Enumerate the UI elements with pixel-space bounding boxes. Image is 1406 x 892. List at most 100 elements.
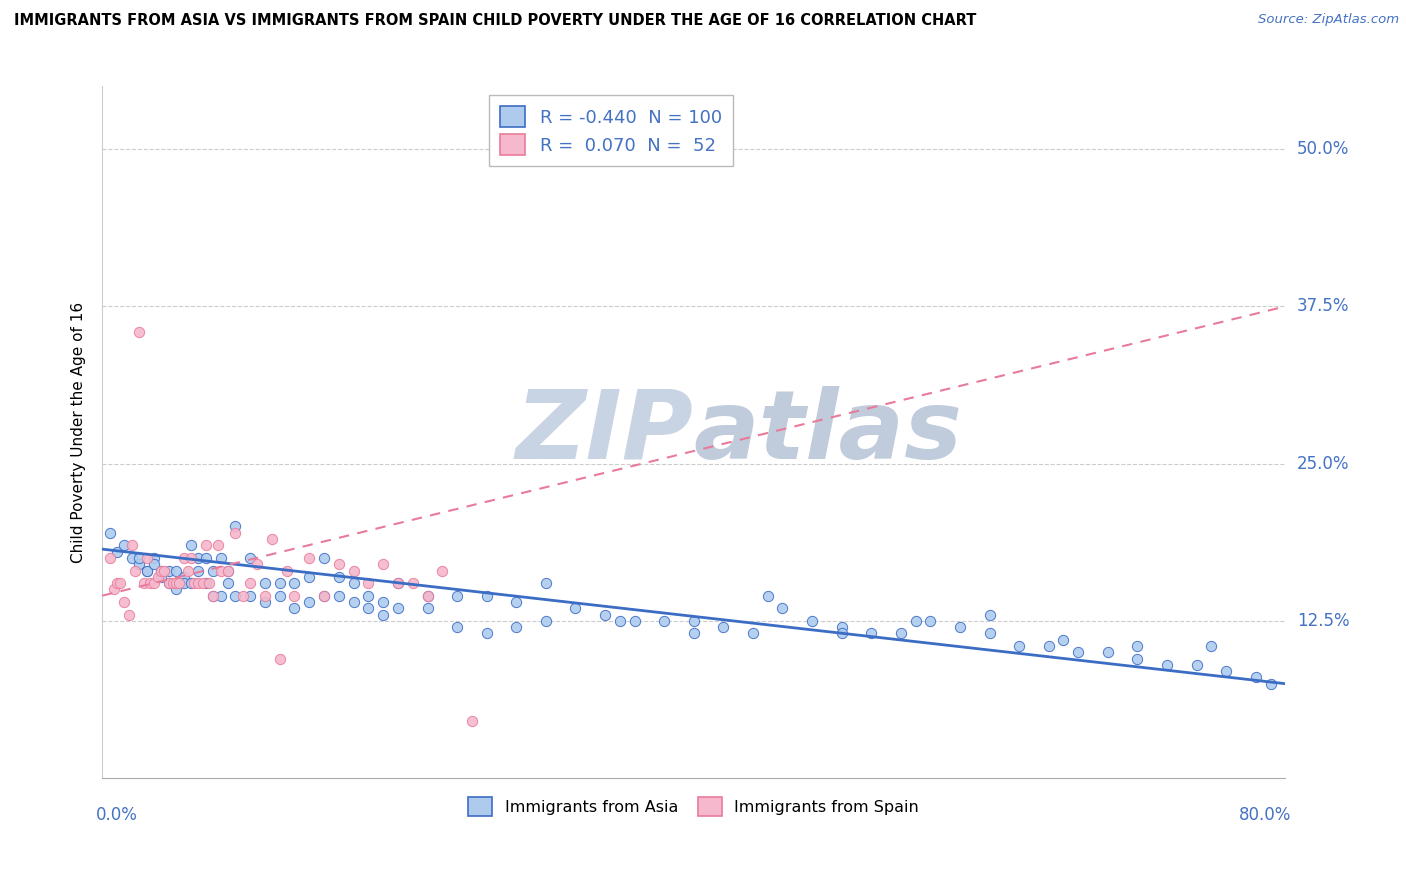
Point xyxy=(135,550,157,565)
Point xyxy=(217,564,239,578)
Point xyxy=(1067,645,1090,659)
Point xyxy=(979,626,1001,640)
Point xyxy=(979,607,1001,622)
Point xyxy=(269,651,291,665)
Point xyxy=(105,544,128,558)
Point xyxy=(112,595,135,609)
Text: 25.0%: 25.0% xyxy=(1298,455,1350,473)
Point xyxy=(312,589,335,603)
Point xyxy=(711,620,734,634)
Point xyxy=(609,614,631,628)
Point xyxy=(328,570,350,584)
Point xyxy=(165,564,187,578)
Point xyxy=(1244,670,1267,684)
Point xyxy=(328,589,350,603)
Text: 80.0%: 80.0% xyxy=(1239,805,1291,823)
Point xyxy=(128,558,150,572)
Point xyxy=(416,589,439,603)
Point xyxy=(343,595,366,609)
Point xyxy=(298,570,321,584)
Point xyxy=(1185,657,1208,672)
Point xyxy=(860,626,883,640)
Point xyxy=(373,607,395,622)
Point xyxy=(173,550,195,565)
Point xyxy=(949,620,972,634)
Point xyxy=(564,601,586,615)
Point xyxy=(1126,639,1149,653)
Point xyxy=(150,570,173,584)
Point xyxy=(217,564,239,578)
Point xyxy=(239,576,262,591)
Point xyxy=(831,626,853,640)
Point xyxy=(202,589,225,603)
Point xyxy=(173,576,195,591)
Point xyxy=(269,589,291,603)
Point xyxy=(157,576,180,591)
Point xyxy=(165,582,187,597)
Point xyxy=(207,538,229,552)
Point xyxy=(202,564,225,578)
Point xyxy=(505,595,527,609)
Point xyxy=(180,538,202,552)
Point xyxy=(157,576,180,591)
Point xyxy=(298,550,321,565)
Point xyxy=(197,576,219,591)
Point xyxy=(135,564,157,578)
Point xyxy=(682,614,704,628)
Point xyxy=(217,576,239,591)
Point xyxy=(167,576,190,591)
Point xyxy=(224,589,246,603)
Point xyxy=(224,525,246,540)
Point xyxy=(262,532,284,546)
Point xyxy=(416,601,439,615)
Point xyxy=(593,607,616,622)
Point xyxy=(432,564,454,578)
Point xyxy=(239,550,262,565)
Point xyxy=(187,550,209,565)
Point xyxy=(253,576,276,591)
Point xyxy=(741,626,763,640)
Point xyxy=(373,595,395,609)
Text: 0.0%: 0.0% xyxy=(96,805,138,823)
Point xyxy=(108,576,131,591)
Point xyxy=(112,538,135,552)
Point xyxy=(209,564,232,578)
Point xyxy=(162,576,184,591)
Point xyxy=(177,564,200,578)
Point xyxy=(121,538,143,552)
Point xyxy=(239,589,262,603)
Point xyxy=(373,558,395,572)
Point xyxy=(343,576,366,591)
Point xyxy=(165,576,187,591)
Point xyxy=(475,626,498,640)
Point xyxy=(461,714,484,729)
Point xyxy=(103,582,125,597)
Point xyxy=(187,564,209,578)
Point xyxy=(890,626,912,640)
Point xyxy=(194,538,217,552)
Point xyxy=(121,550,143,565)
Point xyxy=(153,564,176,578)
Point xyxy=(1201,639,1223,653)
Point xyxy=(328,558,350,572)
Point xyxy=(269,576,291,591)
Point xyxy=(157,564,180,578)
Point xyxy=(232,589,254,603)
Point xyxy=(118,607,141,622)
Point xyxy=(209,589,232,603)
Point xyxy=(191,576,214,591)
Point xyxy=(416,589,439,603)
Point xyxy=(357,589,380,603)
Point xyxy=(224,519,246,533)
Y-axis label: Child Poverty Under the Age of 16: Child Poverty Under the Age of 16 xyxy=(72,301,86,563)
Point xyxy=(283,601,305,615)
Point xyxy=(1215,664,1237,678)
Point xyxy=(283,576,305,591)
Point xyxy=(475,589,498,603)
Point xyxy=(150,564,173,578)
Point xyxy=(534,576,557,591)
Point xyxy=(135,564,157,578)
Point xyxy=(357,576,380,591)
Point xyxy=(148,570,170,584)
Point xyxy=(283,589,305,603)
